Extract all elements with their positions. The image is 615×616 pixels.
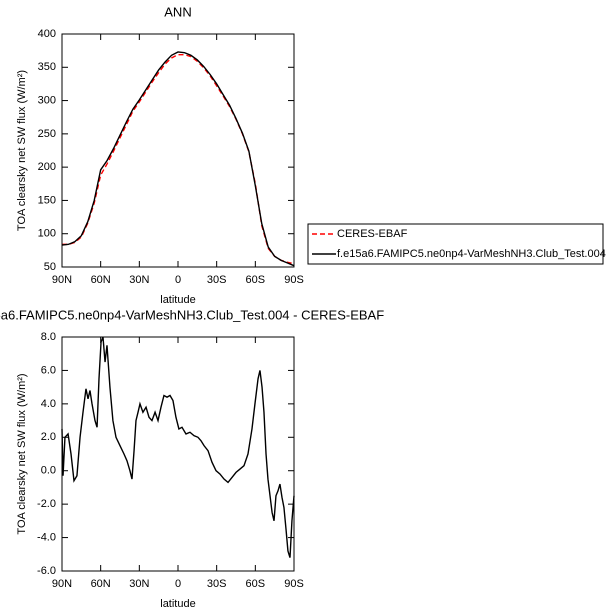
x-tick-label: 30N: [129, 578, 149, 590]
y-tick-label: 150: [38, 194, 56, 206]
y-tick-label: -4.0: [37, 531, 56, 543]
y-axis-label: TOA clearsky net SW flux (W/m²): [16, 70, 28, 231]
x-axis-label: latitude: [160, 294, 195, 306]
x-tick-label: 60N: [91, 578, 111, 590]
x-tick-label: 60N: [91, 274, 111, 286]
x-tick-label: 30S: [207, 274, 227, 286]
plot-frame: [61, 33, 295, 268]
chart-title: f.e15a6.FAMIPC5.ne0np4-VarMeshNH3.Club_T…: [0, 307, 384, 322]
x-tick-label: 0: [175, 274, 181, 286]
plot-frame: [61, 336, 295, 572]
x-tick-label: 30N: [129, 274, 149, 286]
x-axis-label: latitude: [160, 598, 195, 610]
x-tick-label: 60S: [246, 274, 266, 286]
y-tick-label: 6.0: [41, 364, 56, 376]
series-line: [61, 336, 295, 558]
y-tick-label: -2.0: [37, 498, 56, 510]
legend-label: CERES-EBAF: [337, 228, 408, 240]
y-tick-label: 2.0: [41, 431, 56, 443]
y-tick-label: 350: [38, 61, 56, 73]
x-tick-label: 90S: [284, 578, 304, 590]
y-tick-label: 300: [38, 94, 56, 106]
y-tick-label: 4.0: [41, 398, 56, 410]
y-tick-label: 100: [38, 228, 56, 240]
chart-title: ANN: [164, 4, 191, 19]
y-axis-label: TOA clearsky net SW flux (W/m²): [16, 373, 28, 534]
y-tick-label: 400: [38, 28, 56, 40]
y-tick-label: 50: [44, 261, 56, 273]
legend-label: f.e15a6.FAMIPC5.ne0np4-VarMeshNH3.Club_T…: [337, 248, 606, 260]
y-tick-label: 0.0: [41, 465, 56, 477]
x-tick-label: 90N: [52, 578, 72, 590]
x-tick-label: 90N: [52, 274, 72, 286]
x-tick-label: 30S: [207, 578, 227, 590]
x-tick-label: 60S: [246, 578, 266, 590]
y-tick-label: 8.0: [41, 331, 56, 343]
y-tick-label: 250: [38, 128, 56, 140]
x-tick-label: 90S: [284, 274, 304, 286]
x-tick-label: 0: [175, 578, 181, 590]
series-line: [61, 51, 295, 267]
legend-box: [307, 223, 604, 265]
series-line: [62, 53, 295, 265]
y-tick-label: -6.0: [37, 565, 56, 577]
y-tick-label: 200: [38, 161, 56, 173]
